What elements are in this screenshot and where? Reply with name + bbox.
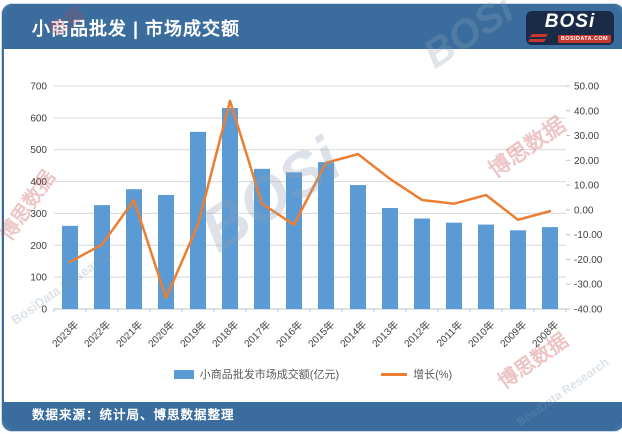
svg-text:2018年: 2018年	[209, 318, 241, 350]
svg-text:600: 600	[30, 113, 47, 124]
logo-stripe-icon	[529, 34, 549, 37]
svg-text:2021年: 2021年	[113, 318, 145, 350]
svg-text:2015年: 2015年	[305, 318, 337, 350]
svg-text:2023年: 2023年	[49, 318, 81, 350]
chart-area: 0 100 200 300 400 500 600 700 -40.00 -30.00 -20.00…	[4, 49, 622, 406]
chart-legend: 小商品批发市场成交额(亿元) 增长(%)	[4, 366, 622, 382]
svg-text:2016年: 2016年	[273, 318, 305, 350]
data-source-text: 数据来源：统计局、博思数据整理	[32, 408, 235, 422]
logo-subtext: BOSIDATA.COM	[557, 35, 611, 43]
svg-text:0.00: 0.00	[574, 205, 594, 216]
bosi-logo: BOSi BOSIDATA.COM	[526, 11, 614, 45]
legend-item-bars: 小商品批发市场成交额(亿元)	[173, 366, 340, 382]
combo-chart: 0 100 200 300 400 500 600 700 -40.00 -30.00 -20.00…	[30, 82, 603, 350]
svg-text:100: 100	[30, 273, 47, 284]
svg-text:2011年: 2011年	[434, 318, 465, 349]
svg-text:50.00: 50.00	[574, 82, 599, 93]
svg-text:2017年: 2017年	[241, 318, 273, 350]
svg-text:2010年: 2010年	[465, 318, 497, 350]
svg-text:500: 500	[30, 145, 47, 156]
footer-bar: 数据来源：统计局、博思数据整理	[4, 402, 622, 429]
report-card: 小商品批发 | 市场成交额 BOSi BOSIDATA.COM 0 100 200 3…	[2, 4, 622, 431]
svg-text:300: 300	[30, 209, 47, 220]
svg-text:400: 400	[30, 177, 47, 188]
svg-text:700: 700	[30, 82, 47, 93]
svg-text:2013年: 2013年	[369, 318, 401, 350]
svg-text:2008年: 2008年	[529, 318, 561, 350]
logo-text: BOSi	[544, 11, 596, 32]
legend-label-bars: 小商品批发市场成交额(亿元)	[199, 369, 340, 381]
logo-stripe-icon	[527, 39, 547, 42]
svg-text:-10.00: -10.00	[574, 230, 603, 241]
svg-text:2014年: 2014年	[337, 318, 369, 350]
svg-text:20.00: 20.00	[574, 156, 599, 167]
bar-series-swatch	[173, 369, 194, 379]
svg-text:0: 0	[41, 305, 47, 316]
svg-text:40.00: 40.00	[574, 106, 599, 117]
svg-text:2022年: 2022年	[81, 318, 113, 350]
svg-text:2020年: 2020年	[145, 318, 177, 350]
line-series-swatch	[381, 372, 408, 376]
svg-text:2009年: 2009年	[497, 318, 529, 350]
header-bar: 小商品批发 | 市场成交额 BOSi BOSIDATA.COM	[4, 6, 622, 49]
svg-text:30.00: 30.00	[574, 131, 599, 142]
svg-text:2019年: 2019年	[177, 318, 209, 350]
svg-text:-20.00: -20.00	[574, 255, 603, 266]
svg-text:2012年: 2012年	[401, 318, 433, 350]
svg-text:-30.00: -30.00	[574, 280, 603, 291]
svg-text:10.00: 10.00	[574, 181, 599, 192]
legend-item-line: 增长(%)	[381, 366, 452, 382]
legend-label-line: 增长(%)	[413, 369, 453, 381]
svg-text:200: 200	[30, 241, 47, 252]
page-title: 小商品批发 | 市场成交额	[32, 18, 241, 39]
svg-text:-40.00: -40.00	[574, 305, 603, 316]
